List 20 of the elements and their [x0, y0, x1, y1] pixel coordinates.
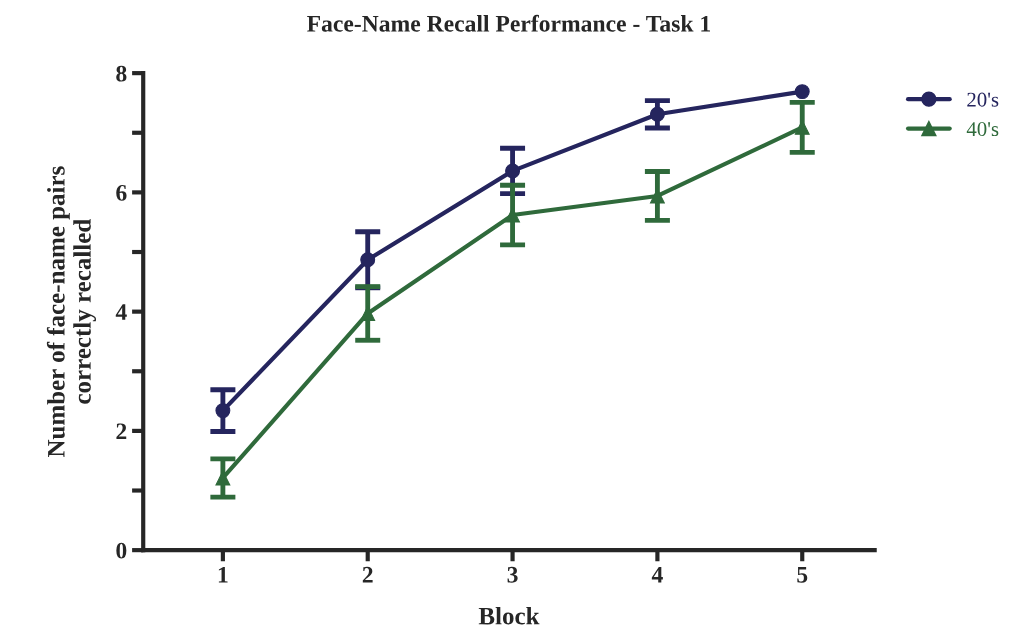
- x-tick-label: 1: [218, 566, 228, 583]
- x-tick-label: 5: [797, 567, 808, 583]
- y-tick-label: 2: [116, 423, 127, 440]
- y-axis-title: Number of face-name pairs correctly recalled: [46, 166, 96, 458]
- y-tick-label: 0: [116, 542, 127, 559]
- point: [649, 106, 665, 122]
- chart-title: Face-Name Recall Performance - Task 1: [307, 14, 711, 32]
- x-axis-title: Block: [478, 606, 540, 625]
- x-tick-label: 3: [507, 566, 518, 583]
- y-tick-label: 6: [116, 184, 127, 201]
- point: [505, 163, 521, 179]
- point: [360, 252, 376, 268]
- y-tick-label: 8: [116, 65, 127, 82]
- legend-label: 40's: [966, 122, 999, 137]
- point: [794, 84, 810, 100]
- y-tick-label: 4: [115, 304, 127, 320]
- x-tick-label: 4: [651, 566, 663, 583]
- legend-label: 20's: [967, 92, 999, 107]
- x-tick-label: 2: [362, 566, 373, 583]
- point: [215, 403, 231, 419]
